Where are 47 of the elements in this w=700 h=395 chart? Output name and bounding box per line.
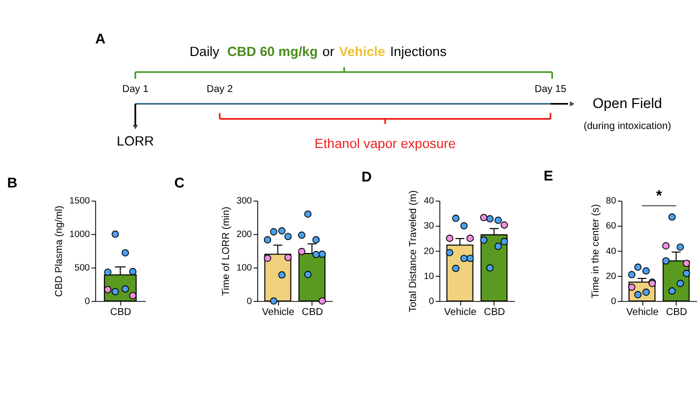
y-tick-label: 1500 — [69, 196, 90, 206]
y-tick-label: 60 — [606, 220, 616, 231]
y-tick-label: 40 — [606, 246, 616, 256]
y-tick-label: 20 — [606, 270, 616, 281]
text: Day 2 — [206, 84, 234, 96]
x-tick-label: Vehicle — [626, 306, 659, 318]
y-tick-label: 10 — [424, 270, 434, 281]
y-tick-label: 1000 — [69, 229, 90, 240]
chart-title: D — [362, 169, 372, 186]
chart-title: C — [174, 175, 185, 192]
x-tick-label: CBD — [110, 306, 132, 318]
y-tick-label: 300 — [236, 196, 252, 206]
y-tick-label: 40 — [424, 196, 434, 206]
y-tick-label: 200 — [236, 229, 252, 240]
text: or — [322, 44, 335, 60]
text: Injections — [390, 44, 447, 60]
x-tick-label: CBD — [666, 306, 688, 318]
y-axis-title: Time in the center (s) — [590, 204, 602, 298]
x-tick-label: Vehicle — [262, 306, 295, 318]
y-tick-label: 20 — [424, 246, 434, 256]
text: Day 15 — [534, 84, 567, 96]
chart-title: B — [7, 175, 18, 192]
text: Ethanol vapor exposure — [314, 136, 456, 152]
y-tick-label: 0 — [84, 296, 90, 306]
annotation: * — [656, 188, 662, 205]
y-tick-label: 0 — [428, 296, 434, 306]
y-tick-label: 500 — [74, 262, 90, 272]
text: CBD 60 mg/kg — [227, 44, 318, 60]
text: Vehicle — [339, 44, 386, 60]
y-tick-label: 0 — [610, 296, 616, 306]
x-tick-label: CBD — [484, 306, 506, 318]
y-tick-label: 0 — [246, 296, 252, 306]
text: Daily — [190, 44, 220, 60]
x-tick-label: Vehicle — [444, 306, 477, 318]
y-axis-title: Time of LORR (min) — [221, 206, 232, 296]
y-axis-title: Total Distance Traveled (m) — [408, 190, 420, 312]
text: Day 1 — [122, 84, 149, 96]
y-tick-label: 30 — [424, 220, 434, 231]
text: A — [95, 32, 106, 48]
text: Open Field — [592, 96, 662, 112]
text: (during intoxication) — [584, 120, 672, 132]
text: LORR — [116, 134, 154, 149]
y-tick-label: 80 — [606, 196, 616, 206]
chart-title: E — [544, 168, 554, 185]
y-axis-title: CBD Plasma (ng/ml) — [54, 206, 65, 297]
x-tick-label: CBD — [302, 306, 323, 318]
y-tick-label: 100 — [236, 262, 252, 272]
